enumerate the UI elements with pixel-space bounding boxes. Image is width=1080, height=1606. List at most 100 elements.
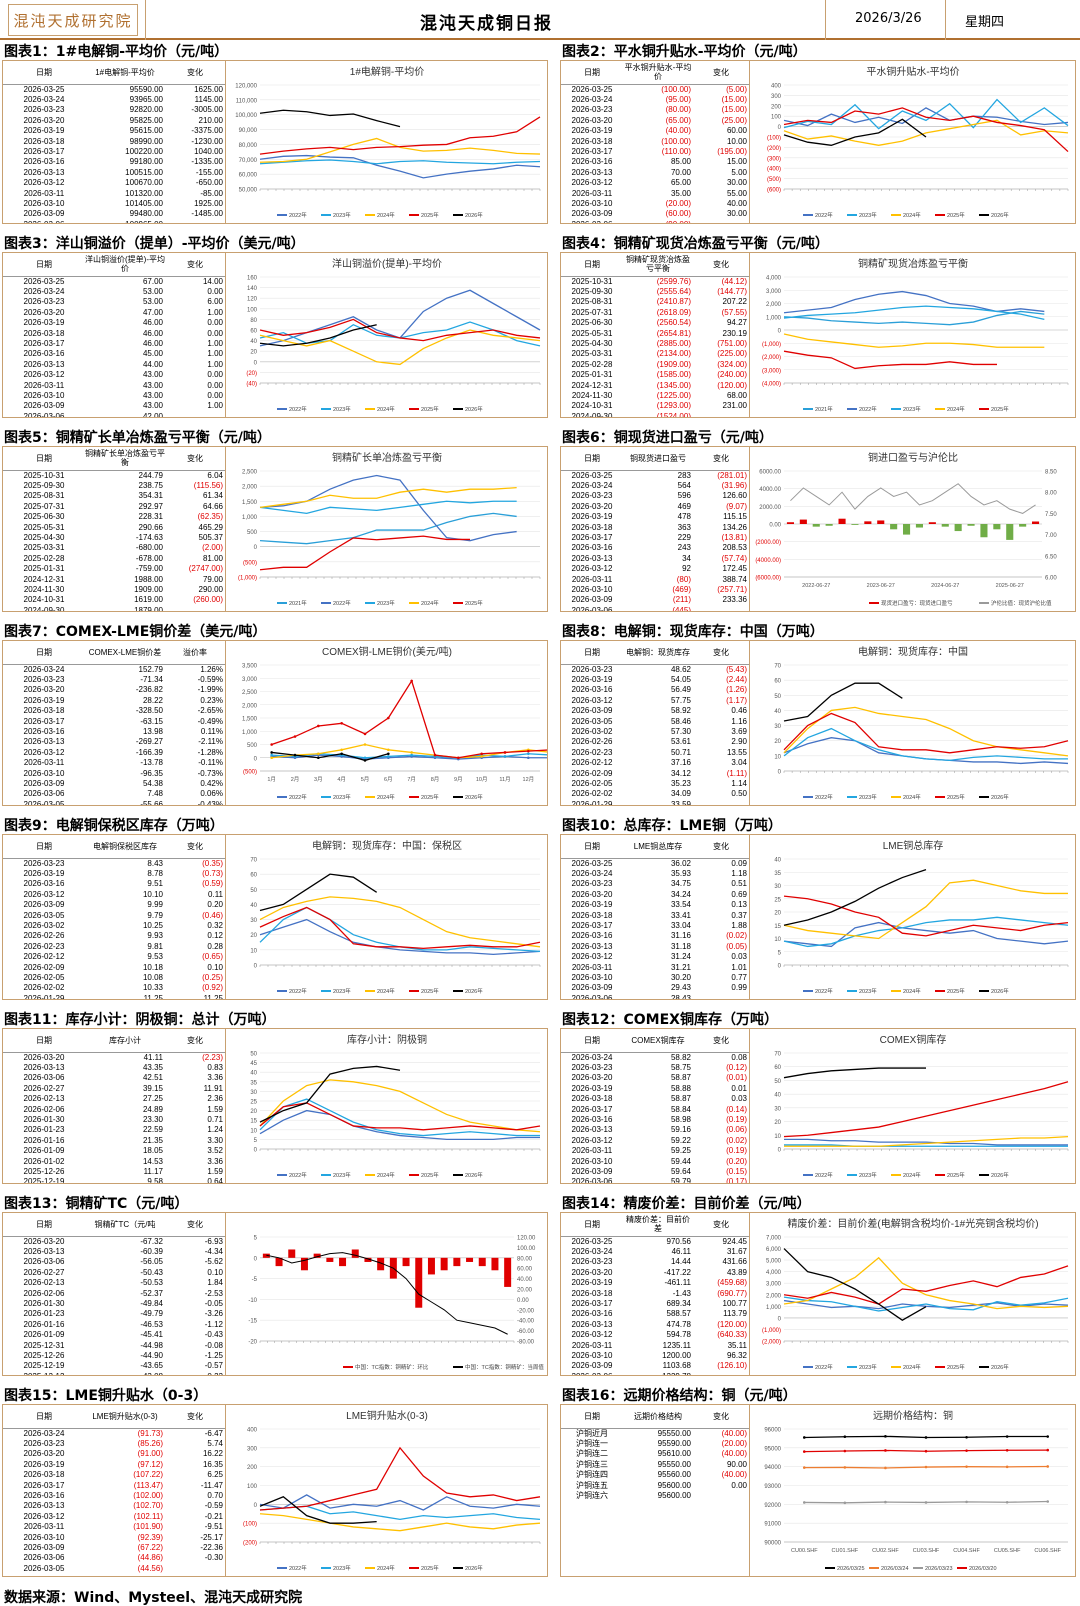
- series-line: [259, 324, 377, 347]
- table-row: 2026-03-18 (107.22) 6.25: [3, 1470, 225, 1480]
- series-line: [259, 1109, 540, 1141]
- table-row: 2026-03-12 594.78 (640.33): [561, 1330, 749, 1340]
- table-cell: 31.16: [670, 931, 691, 941]
- table-cell: (1585.00): [656, 370, 691, 380]
- table-row: 2026-02-06 -52.37 -2.53: [3, 1289, 225, 1299]
- table-cell: (0.05): [726, 941, 747, 951]
- table-cell: 2026-03-11: [23, 380, 65, 390]
- data-point: [410, 679, 413, 683]
- table-cell: -55.66: [140, 799, 163, 806]
- table-cell: -0.43: [204, 1330, 223, 1340]
- y-tick-label: 2,500: [242, 470, 258, 476]
- data-point: [317, 752, 320, 756]
- table-cell: 2026-03-10: [571, 198, 613, 208]
- table-cell: 2026-02-27: [23, 1083, 65, 1093]
- table-cell: 2026-03-24: [23, 1428, 65, 1438]
- table-cell: 58.88: [670, 1083, 691, 1093]
- table-cell: -60.39: [140, 1246, 163, 1256]
- panel-title: 图表7：COMEX-LME铜价差（美元/吨）: [4, 624, 267, 640]
- table: 日期 库存小计 变化 2026-03-20 41.11 (2.23) 2026-03-13 4…: [3, 1029, 225, 1183]
- y2-tick-label: 6.50: [1045, 554, 1057, 560]
- data-point: [293, 735, 297, 738]
- data-point: [317, 724, 320, 728]
- table-row: 2026-03-16 31.16 (0.02): [561, 931, 749, 941]
- column-header: 电解铜保税区库存: [85, 835, 165, 859]
- table-cell: 2026-03-09: [23, 778, 65, 788]
- table-cell: 43.00: [142, 380, 163, 390]
- y-tick-label: (600): [767, 188, 781, 194]
- chart-title: 铜精矿长单冶炼盈亏平衡: [332, 451, 442, 464]
- data-point: [802, 1466, 806, 1469]
- data-point: [340, 722, 343, 725]
- table-cell: 2026-01-09: [23, 1330, 65, 1340]
- table-cell: 1.00: [207, 401, 223, 411]
- table-cell: (2599.76): [656, 276, 691, 286]
- table: 日期 平水铜升贴水-平均价 变化 2026-03-25 (100.00) (5.00) 20…: [561, 61, 749, 223]
- table-cell: 10.25: [142, 920, 163, 930]
- table-row: 2026-03-13 (102.70) -0.59: [3, 1501, 225, 1511]
- panel-title: 图表3：洋山铜溢价（提单）-平均价（美元/吨）: [4, 236, 305, 252]
- table-cell: 0.00: [207, 318, 223, 328]
- bar: [903, 524, 911, 535]
- table-cell: (107.22): [133, 1470, 163, 1480]
- y-tick-label: 2000.00: [759, 505, 781, 511]
- y-tick-label: 7,000: [766, 1236, 782, 1242]
- table-cell: (144.77): [717, 286, 747, 296]
- table-row: 2025-10-31 (2599.76) (44.12): [561, 276, 749, 287]
- table-cell: [165, 1564, 225, 1574]
- legend-label: 沪伦比值：现货沪伦比值: [991, 599, 1052, 607]
- table-row: 2026-03-12 100670.00 -650.00: [3, 178, 225, 188]
- panel-title: 图表2：平水铜升贴水-平均价（元/吨）: [562, 44, 807, 60]
- series-line: [783, 333, 1045, 348]
- table-cell: 92: [682, 564, 691, 574]
- data-point: [884, 1500, 887, 1504]
- table-row: 2026-03-06 42.00: [3, 412, 225, 417]
- chart-svg: 平水铜升贴水-平均价 400 300 200 100 0 (100) (200) (300) (4…: [767, 65, 1069, 219]
- table-cell: 2026-03-13: [571, 167, 613, 177]
- table-cell: (90.00): [623, 220, 693, 223]
- table-cell: (5.00): [726, 84, 747, 94]
- table-cell: (57.55): [721, 307, 747, 317]
- table-cell: 0.12: [207, 931, 223, 941]
- table-row: 2026-03-13 34 (57.74): [561, 554, 749, 564]
- table: 日期 铜精矿TC（元/吨 变化 2026-03-20 -67.32 -6.93 2026-0…: [3, 1213, 225, 1375]
- series-line: [783, 290, 1045, 314]
- table-cell: (120.00): [717, 380, 747, 390]
- table-cell: 11.25: [143, 993, 163, 1000]
- table-cell: (2134.00): [656, 349, 691, 359]
- table-cell: 0.23%: [200, 695, 223, 705]
- table-cell: 2025-06-30: [571, 318, 613, 328]
- table-row: 2026-03-19 58.88 0.01: [561, 1084, 749, 1094]
- table-cell: 2026-03-10: [571, 584, 613, 594]
- table-row: 2026-03-09 9.99 0.20: [3, 900, 225, 910]
- table-cell: 16.35: [202, 1459, 223, 1469]
- table-cell: 2026-03-11: [571, 1340, 613, 1350]
- table-row: 2026-01-29 33.59: [561, 800, 749, 805]
- table-row: 2026-03-16 (102.00) 0.70: [3, 1491, 225, 1501]
- panel-title: 图表13：铜精矿TC（元/吨）: [4, 1196, 189, 1212]
- table-cell: (2.23): [202, 1052, 223, 1062]
- table-row: 2026-03-12 -166.39 -1.28%: [3, 748, 225, 758]
- table-cell: -0.49%: [197, 716, 223, 726]
- table-row: 2026-03-19 478 115.15: [561, 512, 749, 522]
- bar: [851, 524, 859, 525]
- y-tick-label: 5: [254, 1138, 258, 1144]
- panel-title: 图表8：电解铜：现货库存：中国（万吨）: [562, 624, 824, 640]
- table-row: 2026-03-25 (100.00) (5.00): [561, 84, 749, 95]
- table-cell: 9.51: [147, 879, 163, 889]
- table-cell: 2026-03-19: [23, 868, 65, 878]
- y-tick-label: (4,000): [762, 382, 781, 388]
- table-cell: (44.12): [721, 276, 747, 286]
- table-cell: 2026-03-09: [23, 401, 65, 411]
- table-cell: 2026-03-06: [3, 220, 85, 223]
- column-header: 日期: [3, 1029, 85, 1053]
- table-cell: 363: [677, 522, 691, 532]
- data-table: 日期 电解铜：现货库存 变化 2026-03-23 48.62 (5.43) 2026-03…: [561, 641, 749, 805]
- column-header: 变化: [693, 447, 749, 471]
- table-cell: 1.24: [207, 1125, 223, 1135]
- table-cell: 2026-03-09: [571, 706, 613, 716]
- table-cell: 0.77: [731, 972, 747, 982]
- data-point: [340, 752, 343, 756]
- table-row: 2025-04-30 -174.63 505.37: [3, 533, 225, 543]
- y-tick-label: 25: [250, 1100, 257, 1106]
